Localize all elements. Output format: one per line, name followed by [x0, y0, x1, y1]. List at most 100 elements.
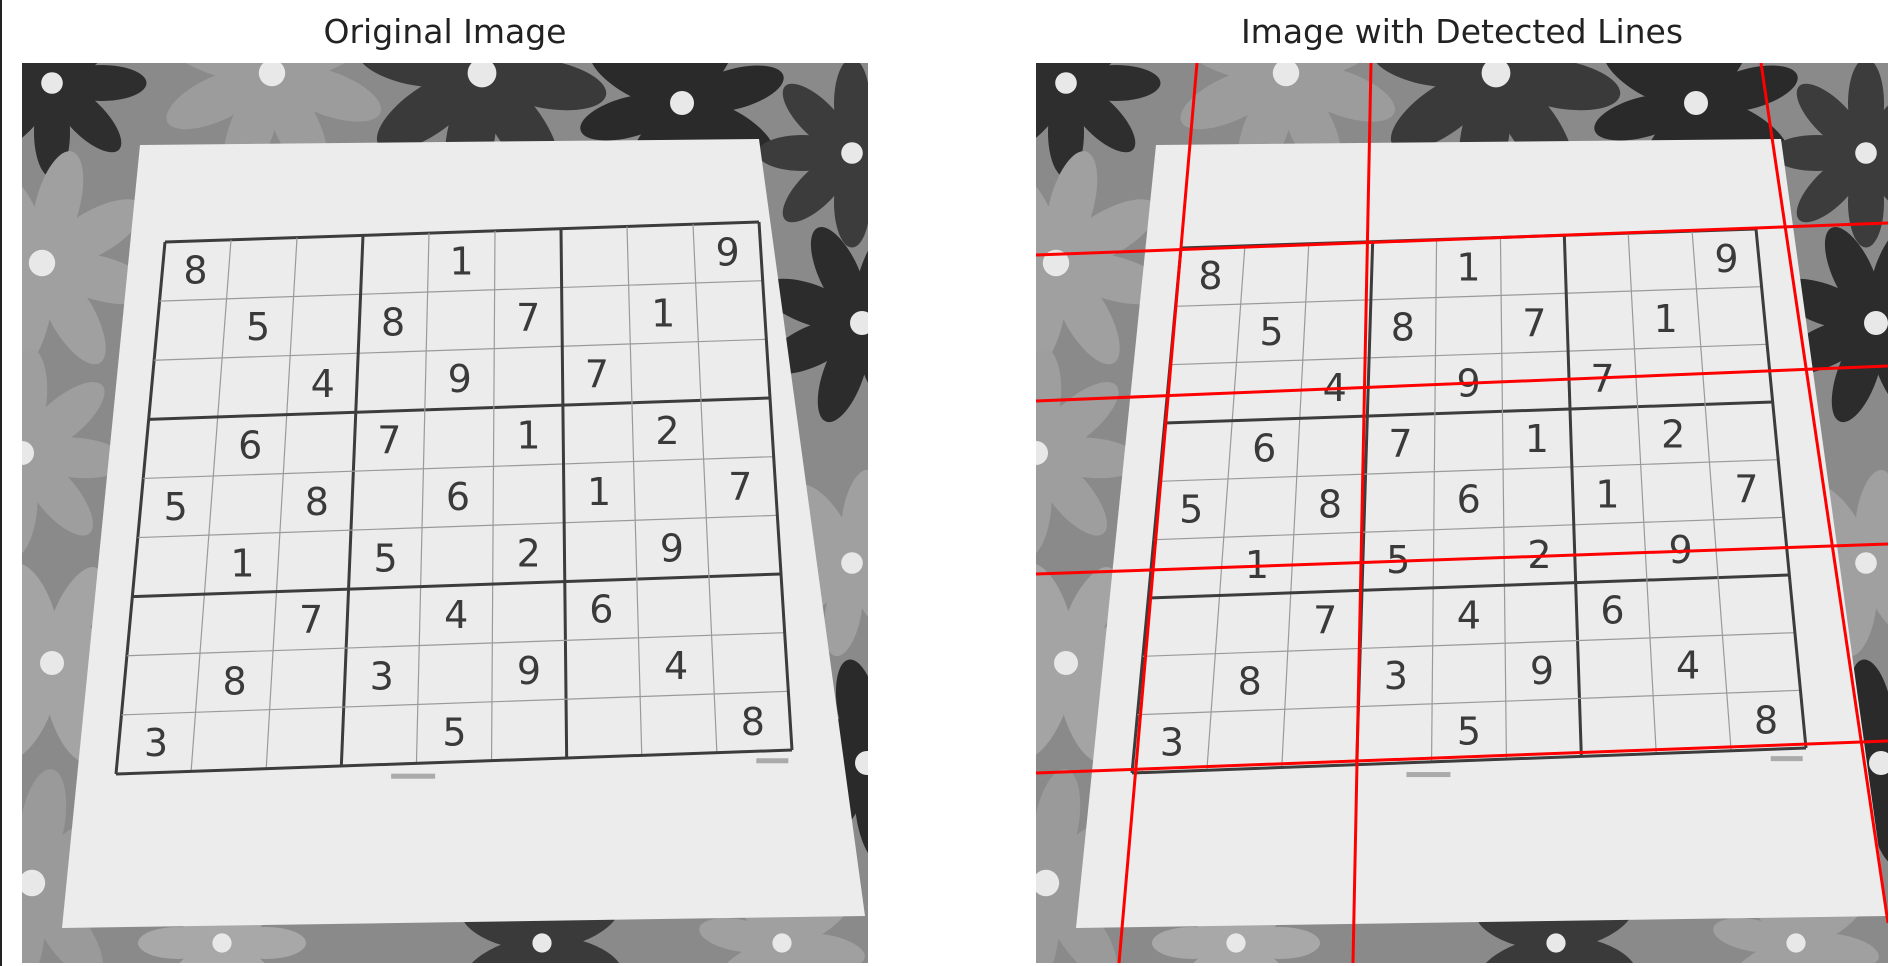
sudoku-grid-line [1627, 233, 1657, 754]
sudoku-digit: 6 [238, 423, 262, 467]
sudoku-grid-line [265, 237, 298, 769]
sudoku-grid-line [490, 230, 496, 761]
sudoku-digit: 9 [1714, 237, 1738, 281]
tablecloth-flower [1771, 63, 1888, 248]
tablecloth-flower [22, 151, 154, 375]
detected-lines-image-title: Image with Detected Lines [1240, 12, 1684, 51]
sudoku-digit: 2 [517, 531, 541, 575]
sudoku-digit: 7 [1388, 422, 1412, 466]
sudoku-digit: 1 [587, 470, 611, 514]
sudoku-digit: 7 [299, 598, 323, 642]
sudoku-grid-line [132, 572, 782, 599]
tablecloth-flower [162, 63, 382, 183]
sudoku-digit: 7 [1313, 599, 1337, 643]
sudoku-grid-line [148, 396, 771, 421]
sudoku-digit: 4 [664, 644, 688, 688]
sudoku-grid-line [121, 690, 789, 716]
sudoku-grid-line [115, 748, 793, 776]
sudoku-grid-line [1430, 239, 1438, 762]
sudoku-digit: 5 [246, 305, 270, 349]
sudoku-digit: 4 [1676, 644, 1700, 688]
sudoku-digit: 1 [230, 541, 254, 585]
detected-line [1759, 63, 1888, 924]
sudoku-digit: 8 [1238, 660, 1262, 704]
sudoku-digit: 5 [442, 711, 466, 755]
sudoku-digit: 4 [311, 362, 335, 406]
detected-line [1036, 364, 1888, 403]
original-image-title: Original Image [323, 12, 567, 51]
sudoku-digit: 1 [1595, 473, 1619, 517]
sudoku-digit: 6 [446, 475, 470, 519]
sudoku-grid-line [757, 221, 794, 751]
sudoku-grid-line [1153, 516, 1784, 541]
sudoku-grid-line [1499, 237, 1508, 760]
sudoku-digit: 1 [516, 414, 540, 458]
sudoku-digit: 4 [1457, 594, 1481, 638]
sudoku-digit: 8 [305, 480, 329, 524]
detected-line [1036, 542, 1888, 576]
sudoku-digit: 9 [517, 649, 541, 693]
tablecloth-flower [1036, 348, 1141, 558]
sudoku-grid-line [1164, 400, 1773, 425]
sudoku-digit: 9 [448, 357, 472, 401]
sudoku-digit: 1 [651, 291, 675, 335]
detected-line [1036, 739, 1888, 775]
tablecloth-flower [22, 63, 147, 178]
sudoku-digit: 1 [449, 239, 473, 283]
sudoku-digit: 6 [589, 588, 613, 632]
sudoku-digit: 4 [444, 593, 468, 637]
sudoku-grid-line [1170, 343, 1768, 366]
sudoku-grid-line [1159, 459, 1779, 482]
sudoku-digit: 8 [1318, 482, 1342, 526]
sudoku-digit: 7 [585, 353, 609, 397]
sudoku-digit: 7 [516, 296, 540, 340]
paper-sheet [1076, 139, 1888, 928]
sudoku-digit: 8 [183, 248, 207, 292]
sudoku-digit: 2 [655, 409, 679, 453]
sudoku-grid-line [626, 226, 643, 756]
sudoku-digit: 3 [1384, 654, 1408, 698]
sudoku-grid-line [1754, 228, 1808, 749]
puzzle-id-mark [756, 758, 789, 764]
sudoku-grid-line [415, 233, 430, 764]
tablecloth-flower [357, 63, 607, 198]
sudoku-grid-line [559, 228, 569, 759]
sudoku-grid-line [1137, 689, 1801, 716]
sudoku-digit: 8 [1391, 306, 1415, 350]
sudoku-digit: 6 [1600, 588, 1624, 632]
sudoku-grid-line [126, 632, 785, 657]
sudoku-digit: 3 [1160, 720, 1184, 764]
sudoku-digit: 3 [370, 654, 394, 698]
tablecloth-flower [1371, 63, 1621, 198]
sudoku-digit: 6 [1457, 478, 1481, 522]
sudoku-grid-line [137, 514, 778, 539]
sudoku-digit: 1 [1525, 417, 1549, 461]
figure-left-border [0, 0, 2, 966]
paper-sheet [62, 139, 865, 928]
sudoku-grid-line [1131, 746, 1807, 775]
puzzle-credit-mark [391, 773, 436, 779]
detected-line [1117, 63, 1199, 963]
sudoku-digit: 5 [373, 536, 397, 580]
detected-line [1036, 221, 1888, 257]
sudoku-grid-line [692, 224, 718, 753]
tablecloth-flower [22, 348, 127, 558]
sudoku-digit: 8 [222, 659, 246, 703]
sudoku-digit: 8 [381, 301, 405, 345]
sudoku-grid-line [164, 220, 760, 244]
sudoku-grid-line [1691, 231, 1732, 751]
sudoku-grid-line [1281, 243, 1310, 768]
sudoku-grid-line [159, 280, 763, 302]
sudoku-grid-line [1206, 245, 1246, 771]
sudoku-grid-line [1562, 235, 1583, 757]
sudoku-grid-line [339, 235, 365, 767]
sudoku-digit: 5 [1457, 710, 1481, 754]
sudoku-digit: 8 [1198, 254, 1222, 298]
sudoku-digit: 9 [660, 526, 684, 570]
sudoku-digit: 7 [728, 465, 752, 509]
puzzle-id-mark [1770, 756, 1803, 762]
sudoku-grid-line [1175, 286, 1762, 307]
